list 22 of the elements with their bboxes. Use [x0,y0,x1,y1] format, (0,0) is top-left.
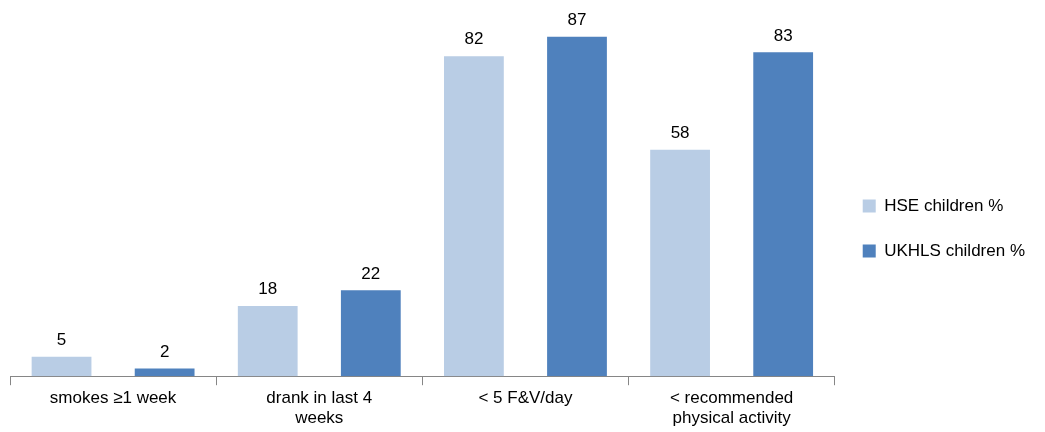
bar [650,149,710,377]
data-label: 87 [567,9,587,29]
bar [444,56,504,377]
data-label: 5 [56,329,67,349]
data-label: 82 [464,29,484,49]
x-tick-label: < recommended physical activity [669,388,794,428]
x-tick-label: < 5 F&V/day [478,388,573,408]
bar [237,305,298,377]
legend-label: HSE children % [884,195,1004,215]
bar [31,356,92,377]
data-label: 18 [258,279,278,299]
data-label: 22 [361,263,381,283]
x-tick-label: drank in last 4 weeks [266,388,373,428]
data-label: 2 [159,341,170,361]
bar [134,368,195,377]
bar [547,36,607,377]
data-label: 58 [670,123,690,143]
bar [340,290,401,377]
x-tick-label: smokes ≥1 week [49,388,177,408]
bar [753,52,814,377]
data-label: 83 [773,25,793,45]
legend-label: UKHLS children % [884,240,1025,260]
